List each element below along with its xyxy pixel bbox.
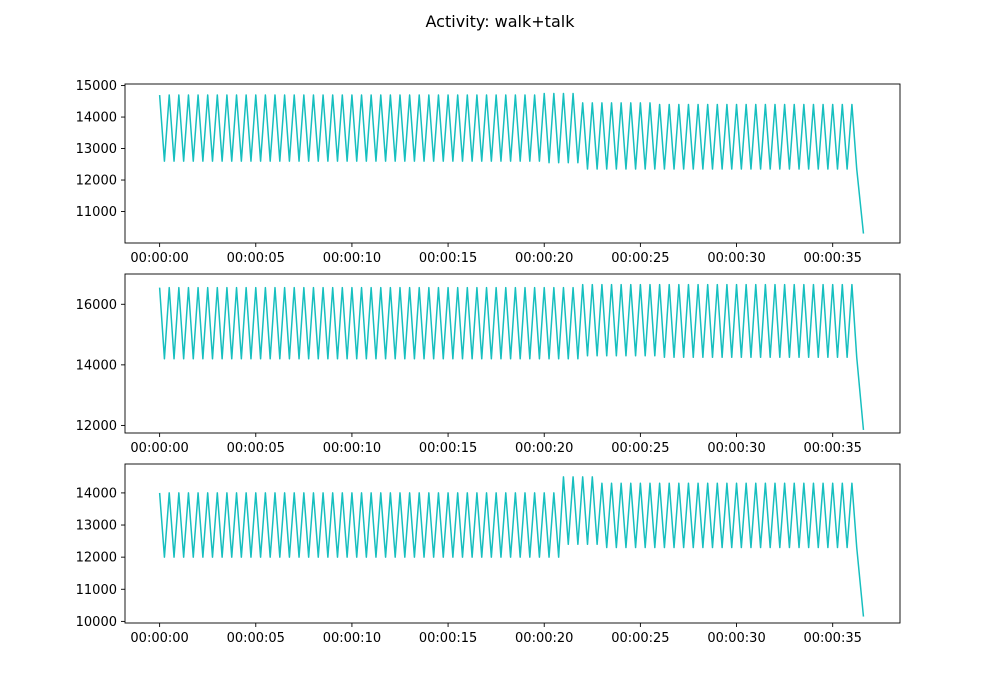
x-tick-label: 00:00:20 <box>515 251 573 266</box>
x-tick-label: 00:00:35 <box>803 251 861 266</box>
x-tick-label: 00:00:15 <box>419 631 477 646</box>
y-tick-label: 15000 <box>76 79 117 94</box>
y-tick-label: 11000 <box>76 583 117 598</box>
y-tick-label: 14000 <box>76 486 117 501</box>
y-tick-label: 16000 <box>76 298 117 313</box>
x-tick-label: 00:00:25 <box>611 631 669 646</box>
subplot-1: 00:00:00 00:00:05 00:00:10 00:00:15 00:00:20… <box>76 79 901 266</box>
x-tick-label: 00:00:30 <box>707 631 765 646</box>
series-line <box>158 476 865 617</box>
x-tick-label: 00:00:20 <box>515 441 573 456</box>
x-tick-label: 00:00:00 <box>130 251 188 266</box>
y-tick-label: 12000 <box>76 174 117 189</box>
x-tick-label: 00:00:25 <box>611 441 669 456</box>
subplot-3: 00:00:00 00:00:05 00:00:10 00:00:15 00:00:20… <box>76 463 901 646</box>
y-tick-label: 14000 <box>76 111 117 126</box>
x-tick-label: 00:00:10 <box>323 251 381 266</box>
x-tick-label: 00:00:00 <box>130 631 188 646</box>
subplots: 00:00:00 00:00:05 00:00:10 00:00:15 00:00:20… <box>76 79 901 646</box>
y-tick-label: 14000 <box>76 358 117 373</box>
x-tick-label: 00:00:05 <box>227 441 285 456</box>
axes-frame <box>124 273 901 434</box>
y-tick-label: 12000 <box>76 551 117 566</box>
series-line <box>158 283 865 431</box>
x-tick-label: 00:00:20 <box>515 631 573 646</box>
axes-frame <box>124 463 901 624</box>
y-tick-label: 13000 <box>76 142 117 157</box>
x-tick-label: 00:00:35 <box>803 631 861 646</box>
y-tick-label: 10000 <box>76 615 117 630</box>
x-tick-label: 00:00:05 <box>227 251 285 266</box>
subplot-2: 00:00:00 00:00:05 00:00:10 00:00:15 00:00:20… <box>76 273 901 456</box>
y-tick-label: 13000 <box>76 519 117 534</box>
x-tick-label: 00:00:10 <box>323 631 381 646</box>
y-tick-label: 11000 <box>76 205 117 220</box>
x-tick-label: 00:00:30 <box>707 251 765 266</box>
x-tick-label: 00:00:10 <box>323 441 381 456</box>
x-tick-label: 00:00:15 <box>419 251 477 266</box>
x-tick-label: 00:00:30 <box>707 441 765 456</box>
axes-frame <box>124 83 901 244</box>
x-tick-label: 00:00:05 <box>227 631 285 646</box>
x-tick-label: 00:00:15 <box>419 441 477 456</box>
figure-title: Activity: walk+talk <box>426 12 576 31</box>
x-tick-label: 00:00:25 <box>611 251 669 266</box>
series-line <box>158 92 865 234</box>
x-tick-label: 00:00:35 <box>803 441 861 456</box>
y-tick-label: 12000 <box>76 419 117 434</box>
x-tick-label: 00:00:00 <box>130 441 188 456</box>
